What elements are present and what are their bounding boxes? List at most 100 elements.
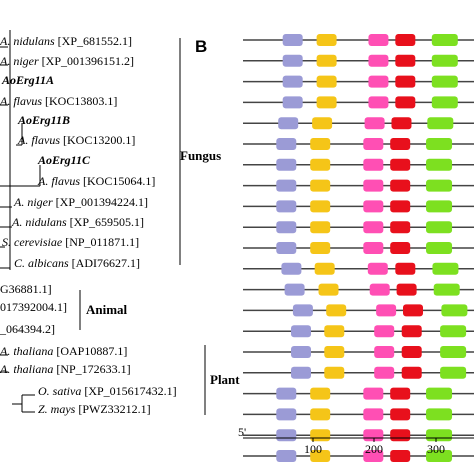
tree-label: A. nidulans [XP_659505.1]: [12, 215, 144, 229]
panel-label: B: [195, 37, 208, 56]
tree-label: A. flavus [KOC13200.1]: [18, 133, 135, 147]
motif-box: [278, 117, 299, 130]
motif-box: [426, 158, 453, 171]
motif-box: [310, 221, 331, 234]
motif-box: [310, 138, 331, 150]
motif-box: [401, 325, 422, 338]
motif-box: [390, 138, 411, 150]
motif-box: [395, 34, 416, 46]
motif-box: [368, 75, 389, 88]
motif-box: [395, 75, 416, 88]
tree-label: A. niger [XP_001394224.1]: [14, 195, 148, 209]
species-name: S. cerevisiae: [2, 235, 63, 249]
motif-box: [426, 429, 453, 442]
motif-box: [291, 346, 311, 358]
tree-label: AoErg11A: [2, 73, 54, 87]
species-name: C. albicans: [14, 256, 69, 270]
x-axis-start-label: 5': [238, 425, 247, 439]
motif-box: [363, 387, 384, 400]
motif-box: [276, 242, 297, 254]
motif-box: [282, 34, 303, 46]
motif-box: [369, 283, 390, 296]
tree-label: 017392004.1]: [0, 300, 67, 314]
tree-label: A. niger [XP_001396151.2]: [0, 54, 134, 68]
species-name: A. thaliana: [0, 344, 54, 358]
motif-box: [376, 304, 397, 317]
accession-id: [XP_015617432.1]: [81, 384, 177, 398]
x-axis-tick-label: 300: [427, 442, 445, 456]
motif-box: [395, 96, 416, 109]
motif-box: [431, 75, 458, 88]
accession-id: [KOC15064.1]: [80, 174, 156, 188]
motif-box: [310, 387, 331, 400]
motif-box: [276, 408, 297, 421]
motif-box: [431, 96, 458, 109]
motif-box: [426, 408, 453, 421]
group-label-plant: Plant: [210, 372, 240, 387]
motif-box: [310, 242, 331, 254]
motif-box: [391, 117, 412, 130]
motif-box: [276, 221, 297, 234]
accession-id: [XP_001396151.2]: [38, 54, 135, 68]
tree-label: A. flavus [KOC13803.1]: [0, 94, 117, 108]
motif-box: [440, 366, 467, 379]
motif-box: [276, 387, 297, 400]
species-name: A. niger: [14, 195, 53, 209]
motif-box: [282, 75, 303, 88]
motif-box: [390, 242, 411, 254]
motif-box: [316, 96, 337, 109]
accession-id: [KOC13200.1]: [60, 133, 136, 147]
species-name: A. flavus: [0, 94, 42, 108]
motif-box: [432, 262, 459, 275]
accession-id: [XP_001394224.1]: [52, 195, 149, 209]
motif-box: [401, 366, 422, 379]
motif-box: [390, 179, 411, 192]
motif-box: [363, 429, 384, 442]
tree-label: Z. mays [PWZ33212.1]: [38, 402, 151, 416]
species-name: AoErg11A: [2, 73, 55, 87]
group-label-fungus: Fungus: [180, 148, 222, 163]
motif-box: [374, 346, 395, 358]
motif-box: [426, 450, 453, 462]
motif-box: [426, 179, 453, 192]
motif-box: [395, 262, 416, 275]
motif-box: [291, 325, 311, 338]
species-name: AoErg11B: [18, 113, 71, 127]
motif-box: [276, 158, 297, 171]
motif-box: [403, 304, 423, 317]
motif-box: [364, 117, 385, 130]
tree-label: G36881.1]: [0, 282, 52, 296]
motif-box: [431, 54, 458, 67]
accession-id: _064394.2]: [0, 322, 55, 336]
motif-box: [291, 366, 311, 379]
motif-box: [390, 387, 411, 400]
accession-id: [OAP10887.1]: [53, 344, 128, 358]
accession-id: [XP_659505.1]: [66, 215, 145, 229]
x-axis-tick-label: 200: [365, 442, 383, 456]
motif-box: [431, 34, 458, 46]
tree-label: AoErg11C: [38, 153, 90, 167]
motif-box: [318, 283, 339, 296]
motif-box: [312, 117, 333, 130]
motif-box: [390, 200, 411, 213]
motif-box: [390, 408, 411, 421]
motif-box: [363, 242, 384, 254]
motif-box: [324, 325, 345, 338]
motif-box: [440, 325, 467, 338]
motif-box: [426, 221, 453, 234]
accession-id: [NP_011871.1]: [62, 235, 140, 249]
motif-box: [374, 366, 395, 379]
species-name: A. flavus: [18, 133, 60, 147]
motif-box: [396, 283, 417, 296]
tree-label: A. flavus [KOC15064.1]: [38, 174, 155, 188]
motif-box: [401, 346, 422, 358]
motif-box: [363, 450, 384, 462]
motif-box: [316, 34, 337, 46]
motif-box: [390, 221, 411, 234]
motif-box: [440, 346, 467, 358]
tree-label: O. sativa [XP_015617432.1]: [38, 384, 177, 398]
motif-box: [363, 408, 384, 421]
motif-box: [374, 325, 395, 338]
